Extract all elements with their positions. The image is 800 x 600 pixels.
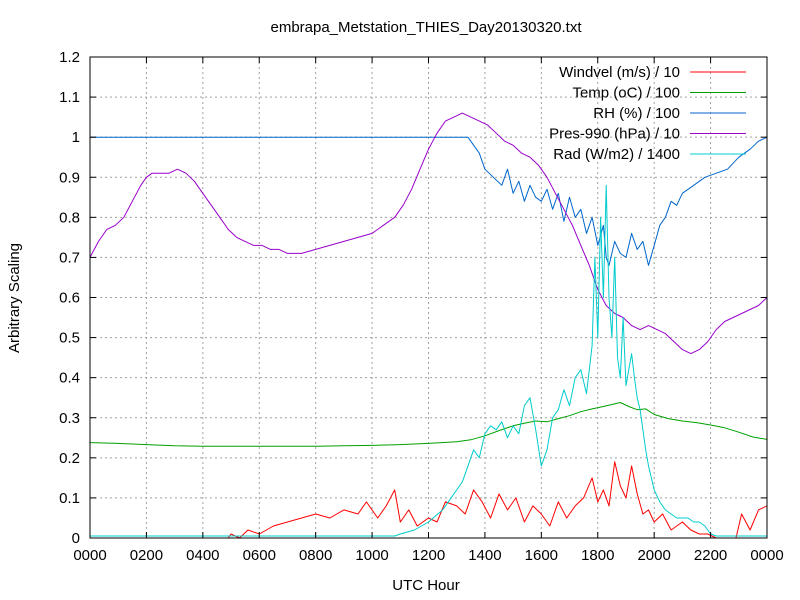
x-tick-label: 1800: [581, 547, 614, 564]
legend-label-3: RH (%) / 100: [593, 105, 680, 122]
x-tick-label: 2200: [694, 547, 727, 564]
x-tick-label: 0400: [186, 547, 219, 564]
y-tick-label: 0: [72, 530, 80, 547]
legend-label-2: Temp (oC) / 100: [572, 85, 680, 102]
legend: Windvel (m/s) / 10 Temp (oC) / 100 RH (%) …: [549, 64, 746, 163]
series-line-5: [90, 184, 767, 537]
y-tick-label: 1.1: [59, 89, 80, 106]
y-axis-title: Arbitrary Scaling: [6, 243, 23, 353]
series-line-4: [89, 112, 768, 355]
y-tick-label: 0.5: [59, 330, 80, 347]
x-tick-label: 1200: [412, 547, 445, 564]
y-tick-label: 0.2: [59, 450, 80, 467]
y-tick-label: 0.3: [59, 410, 80, 427]
x-tick-label: 0600: [243, 547, 276, 564]
x-tick-label: 0000: [750, 547, 783, 564]
chart-title: embrapa_Metstation_THIES_Day20130320.txt: [270, 19, 582, 36]
x-tick-label: 0800: [299, 547, 332, 564]
y-tick-label: 0.7: [59, 249, 80, 266]
legend-label-1: Windvel (m/s) / 10: [559, 64, 680, 81]
x-tick-label: 0000: [73, 547, 106, 564]
x-tick-label: 1400: [468, 547, 501, 564]
axis-ticks: 0 0.1 0.2 0.3 0.4 0.5 0.6 0.7 0.8 0.9 1 1.1 1.2 0000 0…: [59, 49, 784, 564]
data-series: [89, 112, 768, 539]
y-tick-label: 0.8: [59, 209, 80, 226]
legend-label-5: Rad (W/m2) / 1400: [553, 146, 680, 163]
y-tick-label: 0.4: [59, 370, 80, 387]
x-axis-title: UTC Hour: [392, 577, 460, 594]
y-tick-label: 1.2: [59, 49, 80, 66]
series-line-1: [90, 461, 768, 539]
x-tick-label: 1600: [525, 547, 558, 564]
y-tick-label: 0.1: [59, 490, 80, 507]
x-tick-label: 1000: [355, 547, 388, 564]
x-tick-label: 2000: [637, 547, 670, 564]
series-line-3: [90, 136, 768, 266]
y-tick-label: 1: [72, 129, 80, 146]
series-line-2: [89, 402, 768, 447]
y-tick-label: 0.6: [59, 290, 80, 307]
x-tick-label: 0200: [130, 547, 163, 564]
y-tick-label: 0.9: [59, 169, 80, 186]
legend-label-4: Pres-990 (hPa) / 10: [549, 126, 680, 143]
